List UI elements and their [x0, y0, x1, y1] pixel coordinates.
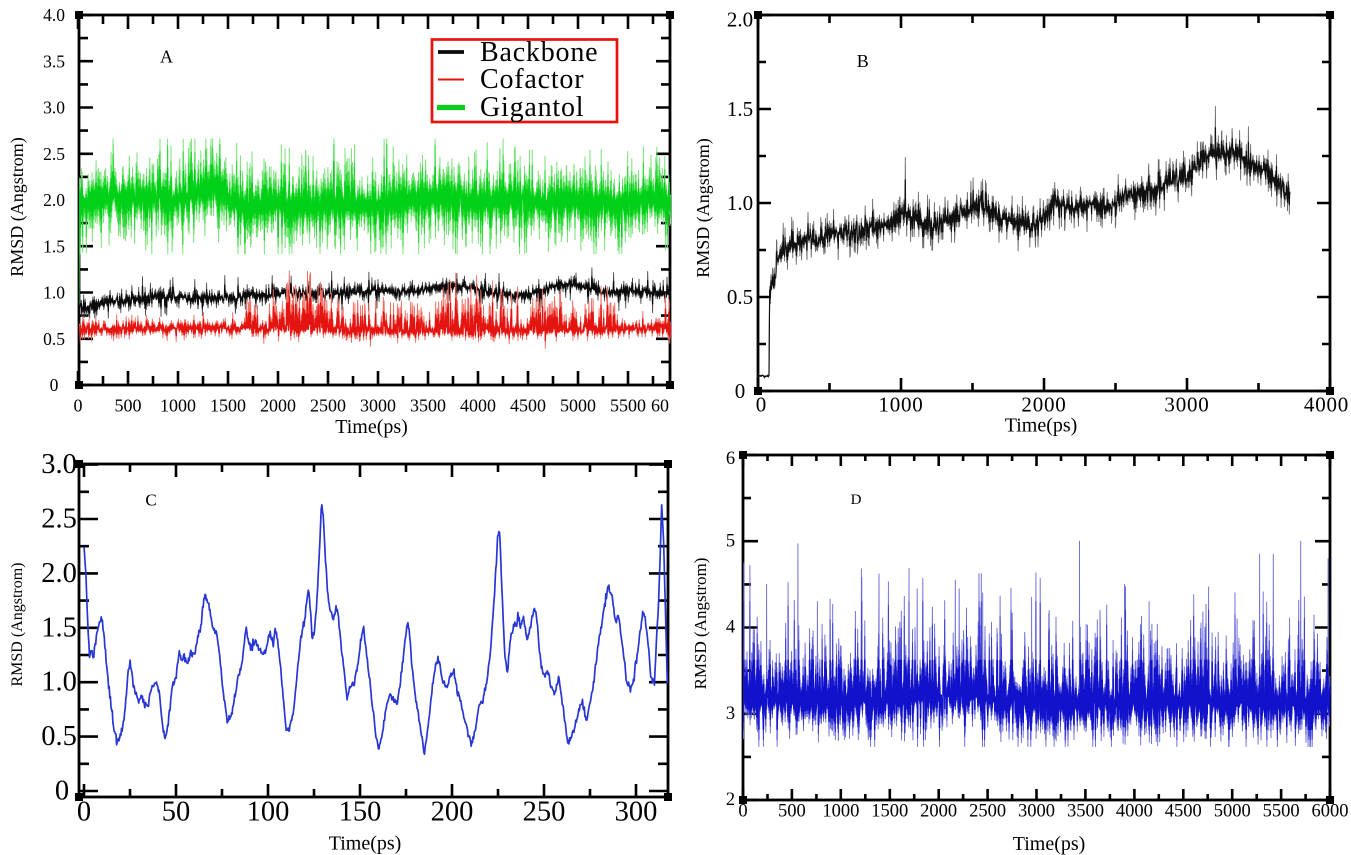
svg-text:2000: 2000	[1021, 393, 1066, 417]
svg-text:3000: 3000	[1018, 802, 1055, 822]
svg-text:1.5: 1.5	[43, 236, 65, 256]
svg-text:0: 0	[74, 396, 83, 416]
svg-text:2.0: 2.0	[41, 558, 77, 589]
svg-text:Time(ps): Time(ps)	[329, 833, 402, 855]
svg-text:3000: 3000	[360, 396, 396, 416]
svg-text:1500: 1500	[210, 396, 246, 416]
svg-text:1.0: 1.0	[41, 667, 77, 698]
svg-text:300: 300	[615, 797, 658, 828]
svg-text:6: 6	[726, 449, 735, 469]
svg-text:3.0: 3.0	[41, 449, 77, 480]
svg-text:RMSD (Angstrom): RMSD (Angstrom)	[691, 558, 710, 690]
svg-text:3: 3	[726, 704, 735, 724]
svg-text:1.0: 1.0	[727, 191, 753, 215]
svg-text:4500: 4500	[510, 396, 546, 416]
svg-text:5000: 5000	[560, 396, 596, 416]
svg-text:Cofactor: Cofactor	[480, 64, 584, 95]
svg-text:250: 250	[523, 797, 566, 828]
svg-text:60: 60	[651, 396, 669, 416]
svg-text:2000: 2000	[260, 396, 296, 416]
svg-text:4000: 4000	[1116, 802, 1153, 822]
svg-text:B: B	[857, 51, 869, 71]
svg-text:200: 200	[431, 797, 474, 828]
svg-text:1.5: 1.5	[727, 97, 753, 121]
svg-text:5000: 5000	[1214, 802, 1251, 822]
svg-text:100: 100	[247, 797, 290, 828]
svg-text:0: 0	[735, 379, 746, 403]
svg-text:5500: 5500	[610, 396, 646, 416]
svg-text:0: 0	[77, 797, 91, 828]
svg-text:5500: 5500	[1263, 802, 1300, 822]
svg-text:4.0: 4.0	[43, 5, 65, 25]
svg-text:0: 0	[55, 776, 69, 807]
svg-text:0: 0	[50, 375, 59, 395]
svg-text:2.0: 2.0	[727, 8, 753, 32]
svg-text:2500: 2500	[969, 802, 1006, 822]
svg-text:0.5: 0.5	[43, 329, 65, 349]
svg-text:Time(ps): Time(ps)	[335, 416, 408, 438]
svg-text:50: 50	[162, 797, 191, 828]
svg-text:150: 150	[339, 797, 382, 828]
svg-text:500: 500	[778, 802, 806, 822]
svg-text:2.0: 2.0	[43, 190, 65, 210]
svg-text:5: 5	[726, 531, 735, 551]
svg-text:0.5: 0.5	[41, 721, 77, 752]
svg-text:1.5: 1.5	[41, 612, 77, 643]
svg-text:3000: 3000	[1164, 393, 1209, 417]
svg-text:D: D	[851, 492, 862, 508]
svg-text:4: 4	[726, 618, 735, 638]
svg-text:2.5: 2.5	[41, 504, 77, 535]
svg-text:1.0: 1.0	[43, 283, 65, 303]
svg-text:Time(ps): Time(ps)	[1005, 415, 1078, 437]
svg-text:3500: 3500	[410, 396, 446, 416]
svg-text:RMSD (Angstrom): RMSD (Angstrom)	[7, 137, 28, 277]
svg-text:4000: 4000	[460, 396, 496, 416]
svg-text:3500: 3500	[1067, 802, 1104, 822]
svg-text:2.5: 2.5	[43, 144, 65, 164]
svg-text:A: A	[160, 47, 173, 67]
svg-text:2: 2	[726, 790, 735, 810]
svg-text:Gigantol: Gigantol	[480, 92, 584, 123]
svg-text:RMSD (Angstrom): RMSD (Angstrom)	[9, 562, 26, 686]
svg-text:3.0: 3.0	[43, 98, 65, 118]
svg-text:1500: 1500	[871, 802, 908, 822]
svg-text:Backbone: Backbone	[480, 37, 598, 68]
svg-text:6000: 6000	[1312, 802, 1349, 822]
svg-text:3.5: 3.5	[43, 51, 65, 71]
svg-text:500: 500	[115, 396, 142, 416]
svg-text:0: 0	[738, 802, 747, 822]
svg-text:C: C	[145, 490, 156, 509]
svg-text:4500: 4500	[1165, 802, 1202, 822]
svg-text:1000: 1000	[822, 802, 859, 822]
svg-text:4000: 4000	[1304, 393, 1349, 417]
svg-text:Time(ps): Time(ps)	[1013, 833, 1086, 855]
svg-text:2000: 2000	[920, 802, 957, 822]
svg-text:1000: 1000	[160, 396, 196, 416]
svg-text:1000: 1000	[878, 393, 923, 417]
svg-text:0: 0	[756, 393, 767, 417]
svg-text:RMSD (Angstrom): RMSD (Angstrom)	[693, 138, 714, 278]
svg-text:2500: 2500	[310, 396, 346, 416]
svg-text:0.5: 0.5	[727, 285, 753, 309]
